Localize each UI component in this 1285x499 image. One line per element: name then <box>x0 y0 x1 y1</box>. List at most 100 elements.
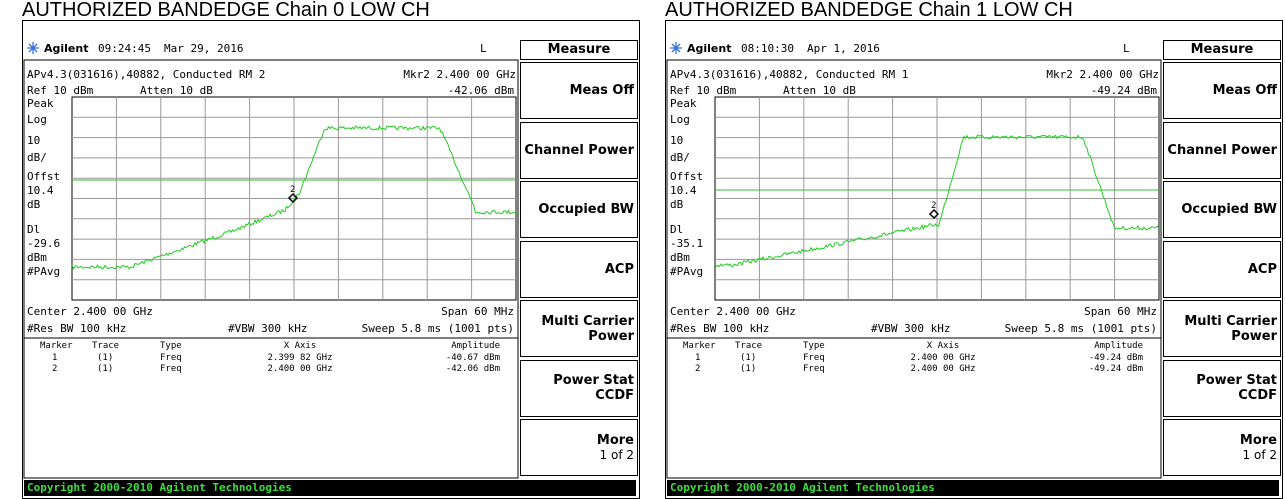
scale-label: Peak <box>27 97 54 110</box>
table-cell: 1 <box>52 353 58 363</box>
center-freq: Center 2.400 00 GHz <box>27 305 153 318</box>
softkey-label: Power <box>1231 328 1277 344</box>
scale-label: dBm <box>27 251 47 264</box>
softkey-label: Meas Off <box>569 83 634 98</box>
scale-label: Log <box>670 113 690 126</box>
scale-label: dBm <box>670 251 690 264</box>
marker-readout: Mkr2 2.400 00 GHz <box>403 68 516 81</box>
scale-label: 10.4 <box>27 184 54 197</box>
date: Apr 1, 2016 <box>807 42 880 55</box>
ref-level: Ref 10 dBm <box>27 84 94 97</box>
softkey-label: CCDF <box>1238 388 1277 403</box>
star-icon <box>27 42 39 54</box>
softkey[interactable]: More 1 of 2 <box>520 419 638 476</box>
trace <box>714 134 1160 268</box>
table-header: Type <box>803 341 825 351</box>
analyzer-panel: AUTHORIZED BANDEDGE Chain 0 LOW CH 2 Agile… <box>0 0 640 499</box>
panel-title: AUTHORIZED BANDEDGE Chain 0 LOW CH <box>22 0 430 21</box>
scale-label: dB/ <box>670 151 690 164</box>
scale-label: #PAvg <box>670 265 704 278</box>
analyzer-panel: AUTHORIZED BANDEDGE Chain 1 LOW CH 2 Agile… <box>643 0 1283 499</box>
table-cell: (1) <box>740 353 757 363</box>
table-cell: (1) <box>740 364 757 374</box>
softkey-label: Power Stat <box>1196 373 1277 388</box>
vbw: #VBW 300 kHz <box>871 322 951 335</box>
scale-label: 10 <box>27 134 41 147</box>
scale-label: Dl <box>670 223 684 236</box>
table-cell: -42.06 dBm <box>445 364 500 374</box>
scale-label: Log <box>27 113 47 126</box>
marker-table-frame <box>666 337 1162 479</box>
brand: Agilent <box>44 42 89 55</box>
table-cell: 2.400 00 GHz <box>267 364 333 374</box>
softkey[interactable]: Power Stat CCDF <box>1163 359 1281 417</box>
table-header: Marker <box>40 341 73 351</box>
res-bw: #Res BW 100 kHz <box>670 322 770 335</box>
table-cell: Freq <box>803 353 825 363</box>
softkey[interactable]: ACP <box>1163 240 1281 298</box>
table-cell: 2 <box>695 364 701 374</box>
menu-title: Measure <box>1163 40 1281 60</box>
softkey[interactable]: Power Stat CCDF <box>520 359 638 417</box>
center-freq: Center 2.400 00 GHz <box>670 305 796 318</box>
table-cell: -49.24 dBm <box>1088 353 1143 363</box>
softkey-label: Multi Carrier <box>541 313 634 329</box>
scale-label: 10 <box>670 134 684 147</box>
softkey[interactable]: Meas Off <box>520 62 638 119</box>
scale-label: dB <box>670 198 684 211</box>
table-cell: 2.400 00 GHz <box>910 364 976 374</box>
softkey-label: More <box>596 433 634 448</box>
marker-number: 2 <box>290 185 295 195</box>
display: 2 <box>23 42 519 479</box>
softkey[interactable]: Meas Off <box>1163 62 1281 119</box>
softkey[interactable]: Channel Power <box>520 121 638 179</box>
softkey[interactable]: More 1 of 2 <box>1163 419 1281 476</box>
softkey[interactable]: Occupied BW <box>520 181 638 238</box>
table-header: Type <box>160 341 182 351</box>
marker-amplitude: -49.24 dBm <box>1090 84 1157 97</box>
star-icon <box>670 42 682 54</box>
attenuation: Atten 10 dB <box>140 84 213 97</box>
res-bw: #Res BW 100 kHz <box>27 322 127 335</box>
softkey-label: ACP <box>1247 261 1277 277</box>
table-header: Trace <box>92 341 120 351</box>
softkey[interactable]: Occupied BW <box>1163 181 1281 238</box>
menu-title: Measure <box>520 40 638 60</box>
softkey[interactable]: Multi Carrier Power <box>1163 300 1281 357</box>
table-cell: Freq <box>803 364 825 374</box>
scale-label: dB <box>27 198 41 211</box>
scale-label: Dl <box>27 223 41 236</box>
marker-readout: Mkr2 2.400 00 GHz <box>1046 68 1159 81</box>
table-header: X Axis <box>283 341 317 351</box>
flag: L <box>480 42 487 55</box>
table-header: X Axis <box>926 341 960 351</box>
vbw: #VBW 300 kHz <box>228 322 308 335</box>
scale-label: -29.6 <box>27 237 61 250</box>
softkey-label: Channel Power <box>524 142 634 158</box>
marker-diamond <box>287 192 299 204</box>
softkey-label: Occupied BW <box>1181 202 1277 217</box>
table-header: Amplitude <box>1094 341 1143 351</box>
marker-table-frame <box>23 337 519 479</box>
softkey-label: Channel Power <box>1167 142 1277 158</box>
softkey-sub: 1 of 2 <box>1242 448 1277 462</box>
softkey[interactable]: ACP <box>520 240 638 298</box>
brand: Agilent <box>687 42 732 55</box>
softkey-label: ACP <box>604 261 634 277</box>
table-cell: 1 <box>695 353 701 363</box>
attenuation: Atten 10 dB <box>783 84 856 97</box>
softkey-label: Occupied BW <box>538 202 634 217</box>
copyright: Copyright 2000-2010 Agilent Technologies <box>667 480 1279 496</box>
softkey-sub: 1 of 2 <box>599 448 634 462</box>
softkey-label: Meas Off <box>1212 83 1277 98</box>
setup: APv4.3(031616),40882, Conducted RM 2 <box>27 68 266 81</box>
marker-amplitude: -42.06 dBm <box>447 84 514 97</box>
copyright: Copyright 2000-2010 Agilent Technologies <box>24 480 636 496</box>
softkey-label: CCDF <box>595 388 634 403</box>
softkey[interactable]: Multi Carrier Power <box>520 300 638 357</box>
span: Span 60 MHz <box>1084 305 1157 318</box>
softkey[interactable]: Channel Power <box>1163 121 1281 179</box>
table-header: Trace <box>735 341 763 351</box>
scale-label: dB/ <box>27 151 47 164</box>
